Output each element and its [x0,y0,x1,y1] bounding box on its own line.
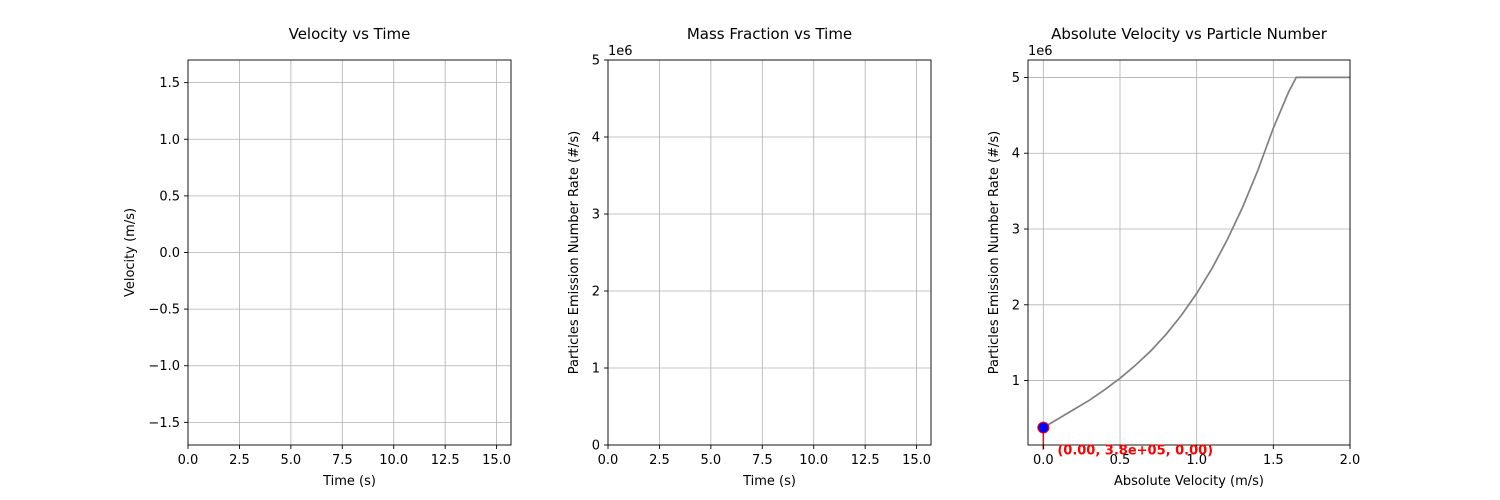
y-tick-label: 5 [1012,71,1020,86]
x-tick-label: 0.0 [598,453,619,468]
chart-title: Absolute Velocity vs Particle Number [1051,25,1328,43]
x-axis-label: Absolute Velocity (m/s) [1114,474,1264,489]
x-tick-label: 7.5 [332,453,353,468]
absolute-velocity-particle-plot: 0.0 0.5 1.0 1.5 2.0 1 2 3 4 5 Absolute Velocity v… [987,25,1360,489]
y-tick-label: 0.5 [159,189,180,204]
y-tick-label: −1.0 [148,359,180,374]
x-tick-label: 12.5 [431,453,460,468]
x-tick-label: 15.0 [902,453,931,468]
y-tick-label: −1.5 [148,416,180,431]
current-point-marker [1037,421,1050,434]
x-tick-label: 15.0 [482,453,511,468]
plot-frame [1027,59,1351,446]
y-tick-label: 2 [592,285,600,300]
x-tick-label: 5.0 [701,453,722,468]
y-tick-label: 3 [592,208,600,223]
y-offset-label: 1e6 [608,44,633,59]
y-tick-label: 2 [1012,298,1020,313]
y-axis-label: Particles Emission Number Rate (#/s) [987,131,1002,374]
x-tick-label: 2.5 [229,453,250,468]
y-tick-label: 3 [1012,223,1020,238]
y-tick-label: 1.5 [159,76,180,91]
y-axis-label: Velocity (m/s) [123,208,138,297]
x-tick-label: 10.0 [799,453,828,468]
chart-title: Velocity vs Time [289,25,411,43]
y-tick-label: 1.0 [159,133,180,148]
x-tick-label: 0.5 [1110,453,1131,468]
y-tick-label: 5 [592,54,600,69]
point-annotation: (0.00, 3.8e+05, 0.00) [1057,444,1213,459]
y-offset-label: 1e6 [1028,44,1053,59]
x-tick-label: 2.5 [649,453,670,468]
y-tick-label: 4 [1012,147,1020,162]
y-tick-label: 1 [1012,374,1020,389]
series-line [1042,76,1350,429]
x-tick-label: 5.0 [281,453,302,468]
x-axis-label: Time (s) [742,474,796,489]
y-tick-label: 0 [592,439,600,454]
x-tick-label: 1.5 [1263,453,1284,468]
y-axis-label: Particles Emission Number Rate (#/s) [567,131,582,374]
y-tick-label: 1 [592,362,600,377]
x-tick-label: 7.5 [752,453,773,468]
chart-title: Mass Fraction vs Time [687,25,852,43]
x-tick-label: 10.0 [379,453,408,468]
plot-frame [607,59,932,446]
x-tick-label: 2.0 [1340,453,1361,468]
mass-fraction-time-plot: 0.0 2.5 5.0 7.5 10.0 12.5 15.0 0 1 2 3 4 5 Mass Frac… [567,25,932,489]
y-tick-label: 0.0 [159,246,180,261]
x-tick-label: 1.0 [1186,453,1207,468]
velocity-time-plot: 0.0 2.5 5.0 7.5 10.0 12.5 15.0 −1.5 −1.0 −0.5 0.0 0… [123,25,512,489]
x-tick-label: 12.5 [851,453,880,468]
x-tick-label: 0.0 [178,453,199,468]
y-tick-label: −0.5 [148,303,180,318]
y-tick-label: 4 [592,131,600,146]
x-axis-label: Time (s) [322,474,376,489]
x-tick-label: 0.0 [1033,453,1054,468]
